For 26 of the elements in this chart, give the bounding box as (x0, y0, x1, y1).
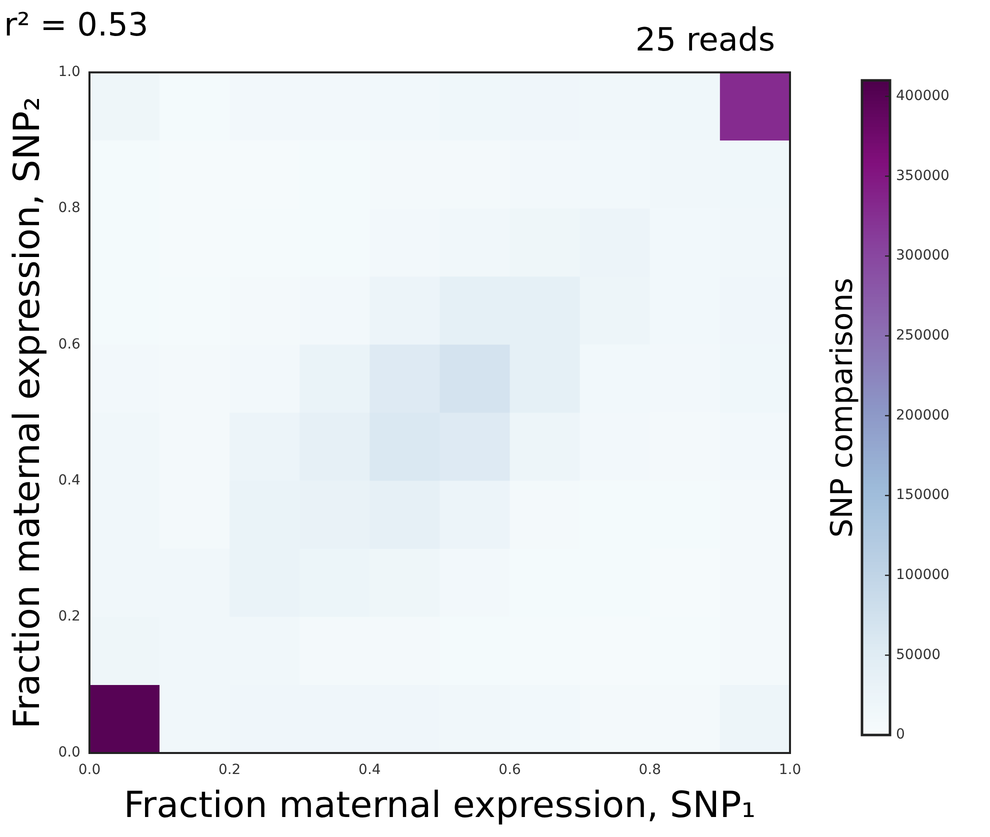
x-tick-label: 0.2 (218, 762, 241, 778)
x-tick-label: 0.6 (498, 762, 522, 778)
x-tick-label: 0.4 (358, 762, 381, 778)
color-bar-label: 300000 (896, 248, 950, 264)
color-bar-label: 100000 (896, 566, 950, 583)
y-axis-title: Fraction maternal expression, SNP₂ (6, 96, 48, 729)
color-bar-title: SNP comparisons (824, 278, 860, 538)
y-tick-label: 0.8 (58, 200, 80, 216)
x-tick-label: 0.0 (78, 762, 101, 778)
x-tick-label: 0.8 (638, 762, 662, 778)
y-tick-label: 1.0 (58, 64, 80, 80)
color-bar-label: 150000 (896, 487, 950, 504)
color-bar-label: 0 (896, 726, 905, 743)
y-tick-label: 0.2 (58, 608, 80, 625)
chart-title: r² = 0.53 (4, 6, 148, 44)
y-tick-label: 0.4 (58, 472, 81, 488)
color-bar-label: 250000 (896, 327, 950, 344)
color-bar-label: 350000 (896, 168, 950, 184)
color-bar-label: 200000 (896, 407, 950, 424)
y-tick-label: 0.6 (58, 336, 81, 352)
color-bar-label: 50000 (896, 646, 941, 663)
text: 25 reads (635, 20, 775, 59)
color-bar-label: 400000 (896, 88, 950, 104)
y-tick-label: 0.0 (58, 744, 80, 761)
x-axis-title: Fraction maternal expression, SNP₁ (124, 784, 756, 826)
x-tick-label: 1.0 (778, 762, 802, 778)
